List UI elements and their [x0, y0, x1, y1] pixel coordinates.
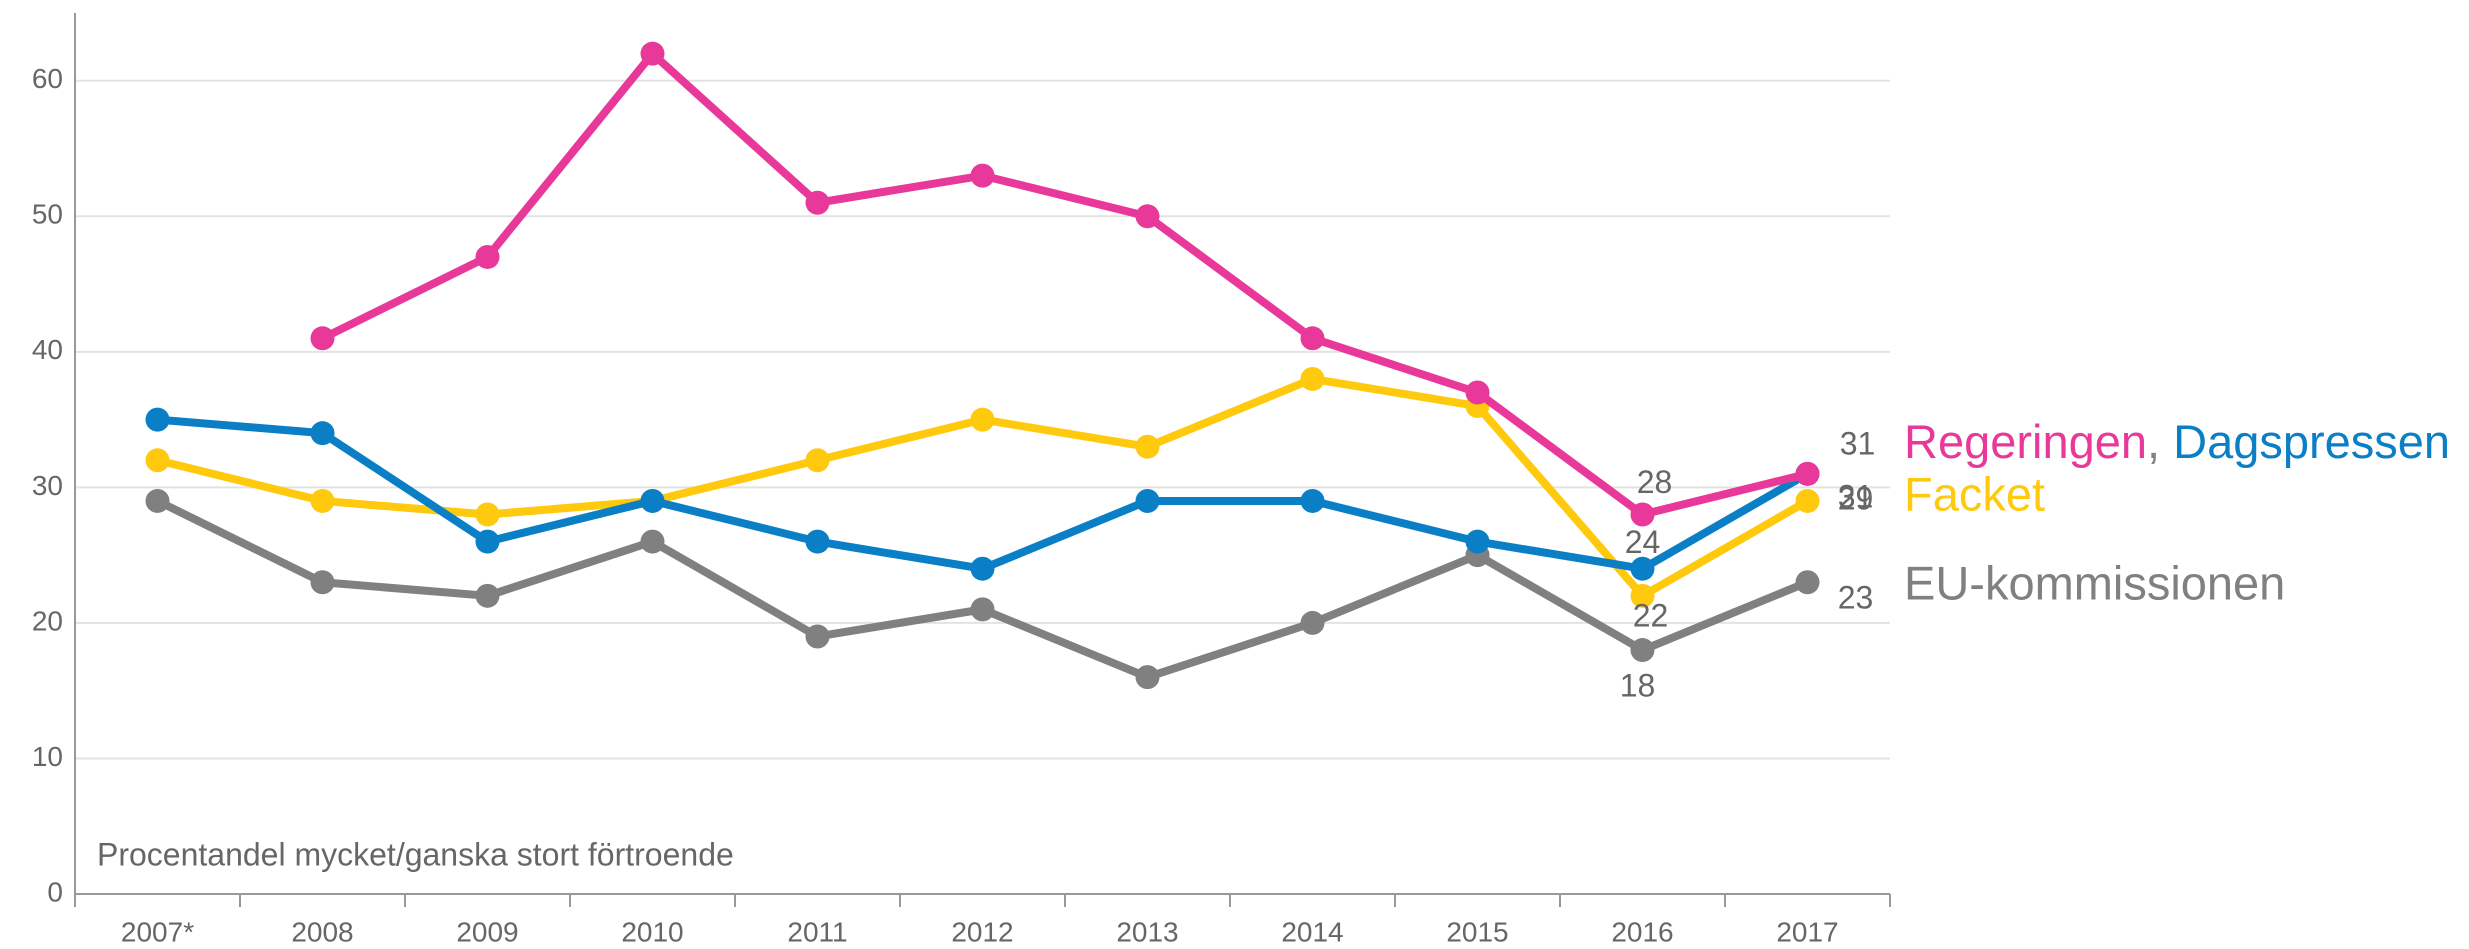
y-tick-label: 10: [32, 741, 63, 772]
data-point: [1465, 529, 1490, 554]
x-tick-label: 2007*: [121, 916, 194, 947]
data-point: [1630, 556, 1655, 581]
data-point: [145, 407, 170, 432]
x-tick-label: 2013: [1116, 916, 1178, 947]
legend-separator: ,: [2147, 415, 2160, 468]
y-tick-label: 0: [47, 876, 63, 907]
data-point: [475, 502, 500, 527]
data-point: [475, 244, 500, 269]
data-point: [970, 407, 995, 432]
x-tick-label: 2016: [1611, 916, 1673, 947]
y-tick-label: 60: [32, 63, 63, 94]
data-label: 29: [1838, 480, 1874, 516]
data-point: [970, 556, 995, 581]
data-label: 22: [1633, 597, 1669, 633]
data-point: [640, 41, 665, 66]
data-point: [310, 421, 335, 446]
data-point: [805, 624, 830, 649]
data-point: [1465, 380, 1490, 405]
data-point: [970, 597, 995, 622]
data-point: [1300, 610, 1325, 635]
data-point: [805, 190, 830, 215]
data-label: 24: [1625, 524, 1661, 560]
legend-entry: Facket: [1904, 467, 2045, 520]
data-point: [310, 488, 335, 513]
series-line: [155, 497, 1810, 682]
data-point: [475, 583, 500, 608]
data-label: 31: [1840, 425, 1876, 461]
data-point: [1300, 326, 1325, 351]
data-point: [970, 163, 995, 188]
data-point: [1135, 488, 1160, 513]
data-point: [1135, 204, 1160, 229]
x-tick-label: 2015: [1446, 916, 1508, 947]
data-point: [1135, 665, 1160, 690]
data-point: [805, 448, 830, 473]
y-tick-label: 40: [32, 334, 63, 365]
legend-entry: EU-kommissionen: [1904, 556, 2285, 609]
annotation: Procentandel mycket/ganska stort förtroe…: [97, 836, 734, 872]
y-tick-label: 30: [32, 470, 63, 501]
x-tick-label: 2008: [291, 916, 353, 947]
data-point: [1135, 434, 1160, 459]
data-label: 28: [1637, 464, 1673, 500]
data-point: [1630, 583, 1655, 608]
x-tick-label: 2014: [1281, 916, 1343, 947]
data-point: [1795, 570, 1820, 595]
legend-entry: Dagspressen: [2173, 415, 2450, 468]
data-point: [1630, 502, 1655, 527]
data-point: [145, 448, 170, 473]
x-tick-label: 2012: [951, 916, 1013, 947]
x-tick-label: 2010: [621, 916, 683, 947]
x-tick-label: 2009: [456, 916, 518, 947]
series-line: [157, 415, 1810, 573]
data-point: [805, 529, 830, 554]
y-tick-label: 20: [32, 605, 63, 636]
data-label: 18: [1620, 667, 1656, 703]
data-point: [1630, 638, 1655, 663]
data-point: [145, 488, 170, 513]
data-point: [475, 529, 500, 554]
x-tick-label: 2017: [1776, 916, 1838, 947]
data-point: [640, 529, 665, 554]
data-point: [1300, 488, 1325, 513]
y-tick-label: 50: [32, 199, 63, 230]
data-point: [640, 488, 665, 513]
data-point: [1300, 366, 1325, 391]
data-label: 23: [1838, 580, 1874, 616]
x-tick-label: 2011: [787, 916, 847, 947]
data-point: [310, 570, 335, 595]
legend: Regeringen, Dagspressen: [1904, 415, 2450, 468]
data-point: [1795, 488, 1820, 513]
data-label: 31: [1838, 478, 1874, 514]
data-point: [310, 326, 335, 351]
data-point: [1795, 461, 1820, 486]
legend-entry: Regeringen: [1904, 415, 2147, 468]
series-line: [320, 49, 1809, 519]
